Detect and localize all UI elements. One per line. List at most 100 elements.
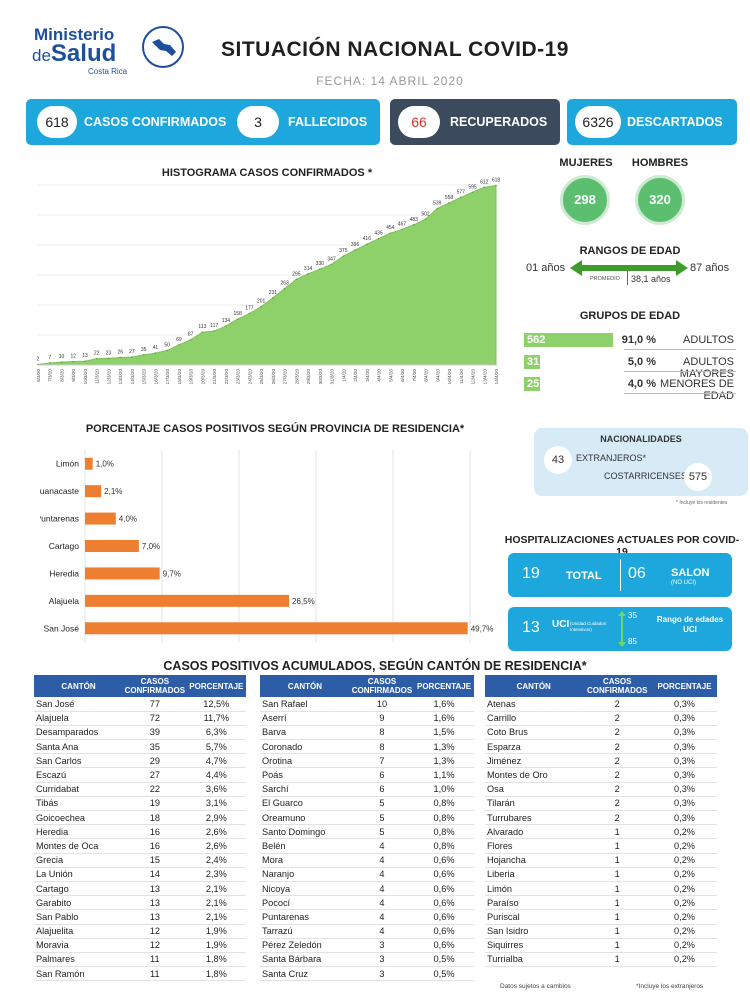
data-point: [330, 263, 333, 266]
table-row: Esparza 2 0,3%: [485, 739, 717, 755]
data-label: 7: [48, 355, 51, 361]
canton-cases: 39: [123, 725, 187, 741]
discarded-banner: 6326 DESCARTADOS: [567, 99, 737, 145]
canton-cases: 3: [349, 952, 415, 968]
canton-percentage: 1,6%: [414, 697, 474, 712]
canton-cases: 1: [582, 867, 653, 882]
value-label: 26,5%: [292, 597, 315, 606]
x-tick-label: 14/4/20: [494, 369, 499, 385]
icu-range-label: Rango de edades UCI: [656, 615, 724, 634]
x-tick-label: 3/4/20: [365, 369, 370, 382]
data-point: [471, 191, 474, 194]
data-point: [377, 237, 380, 240]
canton-percentage: 0,3%: [652, 753, 717, 769]
canton-cases: 1: [582, 909, 653, 925]
value-label: 1,0%: [96, 460, 114, 469]
data-label: 26: [117, 349, 123, 355]
data-point: [448, 202, 450, 204]
foreigners-note: *Incluye los extranjeros: [636, 983, 704, 990]
canton-cases: 19: [123, 796, 187, 812]
nationalities-title: NACIONALIDADES: [600, 434, 682, 444]
x-tick-label: 30/3/20: [318, 369, 323, 385]
table-row: Moravia 12 1,9%: [34, 938, 246, 953]
canton-cases: 11: [123, 952, 187, 968]
province-bar: [85, 512, 116, 525]
canton-name: Montes de Oro: [485, 767, 583, 783]
percentage-header: PORCENTAJE: [414, 675, 474, 697]
data-label: 158: [233, 311, 242, 317]
table-row: Heredia 16 2,6%: [34, 824, 246, 840]
canton-name: La Unión: [34, 867, 124, 882]
age-min: 01 años: [526, 262, 566, 274]
data-label: 416: [363, 236, 372, 242]
age-group-pct: 91,0 %: [621, 334, 656, 346]
logo-line-2: deSalud: [32, 40, 117, 67]
table-row: Turrubares 2 0,3%: [485, 810, 717, 826]
canton-header: CANTÓN: [34, 675, 124, 697]
canton-name: Flores: [485, 838, 583, 854]
x-tick-label: 27/3/20: [283, 369, 288, 385]
value-label: 49,7%: [471, 624, 494, 633]
data-label: 467: [398, 221, 407, 227]
canton-cases: 6: [349, 782, 415, 797]
canton-name: Pococí: [260, 895, 350, 911]
canton-cases: 4: [349, 867, 415, 882]
canton-percentage: 1,0%: [414, 782, 474, 797]
canton-cases: 13: [123, 881, 187, 897]
x-tick-label: 5/4/20: [388, 369, 393, 382]
hospital-ward-sub: (NO UCI): [671, 580, 696, 586]
canton-name: Grecia: [34, 853, 124, 868]
canton-cases: 13: [123, 909, 187, 925]
canton-name: Tibás: [34, 796, 124, 812]
canton-name: Limón: [485, 881, 583, 897]
data-point: [201, 331, 204, 333]
canton-name: San José: [34, 697, 124, 712]
value-label: 4,0%: [119, 515, 137, 524]
canton-cases: 22: [123, 782, 187, 797]
canton-cases: 1: [582, 824, 653, 840]
canton-name: Puntarenas: [260, 909, 350, 925]
page-title: SITUACIÓN NACIONAL COVID-19: [221, 38, 569, 61]
x-tick-label: 18/3/20: [177, 369, 182, 385]
hospital-total-value: 19: [522, 565, 540, 582]
canton-cases: 3: [349, 966, 415, 982]
canton-percentage: 0,2%: [652, 853, 717, 868]
canton-name: Alajuelita: [34, 924, 124, 939]
table-row: Tilarán 2 0,3%: [485, 796, 717, 812]
data-label: 263: [280, 281, 289, 287]
table-row: Santa Cruz 3 0,5%: [260, 966, 474, 982]
x-tick-label: 8/4/20: [424, 369, 429, 382]
data-label: 502: [421, 211, 430, 217]
canton-percentage: 0,6%: [414, 867, 474, 882]
table-row: Poás 6 1,1%: [260, 767, 474, 783]
canton-cases: 35: [123, 739, 187, 755]
data-label: 22: [94, 351, 100, 357]
foreign-count: 43: [544, 446, 572, 474]
age-groups-chart: 562 91,0 % ADULTOS 31 5,0 % ADULTOS MAYORES 25…: [524, 333, 736, 402]
canton-percentage: 0,2%: [652, 924, 717, 939]
data-label: 618: [492, 178, 501, 184]
x-tick-label: 8/3/20: [59, 369, 64, 382]
x-tick-label: 12/3/20: [106, 369, 111, 385]
canton-percentage: 0,8%: [414, 810, 474, 826]
data-point: [154, 352, 157, 354]
canton-percentage: 2,1%: [186, 881, 246, 897]
canton-percentage: 0,2%: [652, 938, 717, 953]
canton-percentage: 0,6%: [414, 924, 474, 939]
canton-cases: 4: [349, 909, 415, 925]
women-count: 298: [560, 175, 610, 225]
table-row: San Carlos 29 4,7%: [34, 753, 246, 769]
table-row: Grecia 15 2,4%: [34, 853, 246, 868]
data-point: [84, 360, 86, 363]
table-row: Puntarenas 4 0,6%: [260, 909, 474, 925]
age-range-vertical-arrow-icon: [618, 611, 626, 647]
data-point: [60, 361, 63, 363]
data-point: [366, 243, 368, 246]
canton-name: Goicoechea: [34, 810, 124, 826]
data-label: 558: [445, 195, 454, 201]
canton-cases: 16: [123, 838, 187, 854]
canton-percentage: 0,6%: [414, 909, 474, 925]
canton-cases: 1: [582, 838, 653, 854]
table-row: El Guarco 5 0,8%: [260, 796, 474, 812]
canton-cases: 4: [349, 838, 415, 854]
